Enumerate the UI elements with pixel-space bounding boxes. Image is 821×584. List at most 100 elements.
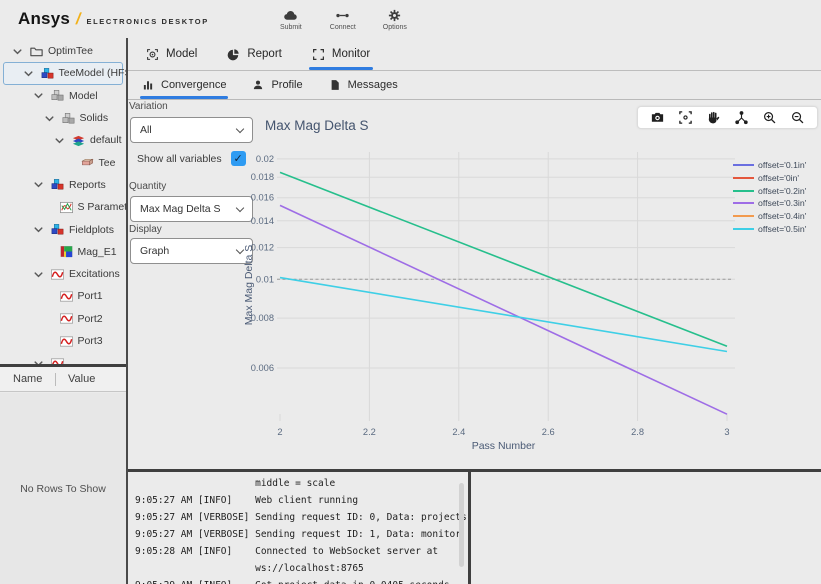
legend-item-offset-0-1in[interactable]: offset='0.1in' xyxy=(733,159,806,172)
tree-item-port1[interactable]: Port1 xyxy=(3,285,123,307)
tab-label: Report xyxy=(247,48,282,60)
tree-item-default[interactable]: default xyxy=(3,129,123,151)
geometry-icon xyxy=(50,88,65,103)
legend-item-offset-0in[interactable]: offset='0in' xyxy=(733,172,806,185)
show-all-variables-row: Show all variables ✓ xyxy=(137,151,246,166)
series-offset-0-3in[interactable] xyxy=(279,204,728,415)
log-panel-divider[interactable] xyxy=(128,469,821,472)
quantity-select[interactable]: Max Mag Delta S xyxy=(130,196,253,222)
tab-report[interactable]: Report xyxy=(227,38,282,70)
tree-item-s-parameters[interactable]: S Parameters xyxy=(3,196,126,218)
y-tick-label: 0.008 xyxy=(251,313,274,323)
legend-label: offset='0.5in' xyxy=(758,223,807,234)
series-offset-0-5in[interactable] xyxy=(279,276,728,353)
tree-item-label: Port2 xyxy=(77,312,103,325)
display-label: Display xyxy=(129,224,162,235)
model-tab-icon xyxy=(146,48,159,61)
tree-item-model[interactable]: Model xyxy=(3,85,123,107)
legend-item-offset-0-4in[interactable]: offset='0.4in' xyxy=(733,210,806,223)
tree-item-teemodel-hfss[interactable]: TeeModel (HFSS) xyxy=(3,62,126,85)
column-header-name[interactable]: Name xyxy=(13,373,43,385)
legend-item-offset-0-3in[interactable]: offset='0.3in' xyxy=(733,197,806,210)
variation-select[interactable]: All xyxy=(130,117,253,143)
monitor-tab-icon xyxy=(312,48,325,61)
log-scrollbar-thumb[interactable] xyxy=(459,483,464,567)
legend-label: offset='0in' xyxy=(758,172,800,183)
chevron-down-icon[interactable] xyxy=(52,133,67,148)
show-all-variables-checkbox[interactable]: ✓ xyxy=(230,151,246,166)
messages-icon xyxy=(329,79,341,91)
report-tab-icon xyxy=(227,48,240,61)
column-divider[interactable] xyxy=(55,372,56,386)
chevron-down-icon[interactable] xyxy=(31,222,46,237)
box-select-button[interactable] xyxy=(678,110,693,125)
brand-name: Ansys xyxy=(18,9,71,28)
excitation-icon xyxy=(59,289,74,304)
chevron-down-icon[interactable] xyxy=(31,177,46,192)
fit-axes-button[interactable] xyxy=(734,110,749,125)
y-tick-label: 0.02 xyxy=(256,154,274,164)
tab-label: Model xyxy=(166,48,198,60)
legend-item-offset-0-2in[interactable]: offset='0.2in' xyxy=(733,184,806,197)
tree-item-label: Reports xyxy=(69,178,106,191)
chevron-down-icon[interactable] xyxy=(31,356,46,364)
legend-label: offset='0.4in' xyxy=(758,210,807,221)
excitation-icon xyxy=(59,311,74,326)
tab-model[interactable]: Model xyxy=(146,38,197,70)
chevron-down-icon[interactable] xyxy=(10,44,25,59)
x-tick-label: 3 xyxy=(724,427,729,437)
tree-item-port2[interactable]: Port2 xyxy=(3,308,123,330)
excitation-icon xyxy=(50,267,65,282)
fieldplot-icon xyxy=(59,244,74,259)
subtab-label: Profile xyxy=(271,79,303,91)
log-timestamp: 9:05:27 AM [INFO] xyxy=(135,494,233,506)
column-header-value[interactable]: Value xyxy=(68,373,96,385)
sidebar-divider[interactable] xyxy=(0,364,126,367)
display-select[interactable]: Graph xyxy=(130,238,253,264)
chevron-down-icon[interactable] xyxy=(21,66,36,81)
log-output[interactable]: middle = scale 9:05:27 AM [INFO] Web clien… xyxy=(128,472,468,584)
pan-button[interactable] xyxy=(706,110,721,125)
chart-canvas[interactable]: 0.02 0.018 0.016 0.014 0.012 0.01 0.008 0.006 2 2… xyxy=(240,105,821,465)
options-button[interactable]: Options xyxy=(375,8,415,31)
log-message: Web client running xyxy=(255,494,359,506)
tree-item-optimtee[interactable]: OptimTee xyxy=(3,40,123,62)
log-message: Sending request ID: 1, Data: monitor xyxy=(255,528,461,540)
monitor-subtab-bar: Convergence Profile Messages xyxy=(128,71,821,100)
tree-item-fieldplots[interactable]: Fieldplots xyxy=(3,218,123,240)
y-tick-label: 0.012 xyxy=(251,243,274,253)
ansys-logo: Ansys / ELECTRONICS DESKTOP xyxy=(18,9,209,29)
tree-item-mag-e1[interactable]: Mag_E1 xyxy=(3,241,123,263)
chevron-down-icon[interactable] xyxy=(42,111,57,126)
convergence-chart[interactable]: 0.02 0.018 0.016 0.014 0.012 0.01 0.008 0.006 2 2… xyxy=(240,105,821,465)
connect-button[interactable]: Connect xyxy=(323,8,363,31)
log-line: ws://localhost:8765 xyxy=(135,560,468,577)
show-all-variables-label: Show all variables xyxy=(137,152,222,165)
project-tree[interactable]: OptimTee TeeModel (HFSS) Model Solids defaul… xyxy=(0,38,126,364)
chevron-down-icon[interactable] xyxy=(31,88,46,103)
sidebar-main-divider[interactable] xyxy=(126,38,128,584)
x-tick-label: 2.8 xyxy=(631,427,644,437)
legend-label: offset='0.2in' xyxy=(758,185,807,196)
legend-item-offset-0-5in[interactable]: offset='0.5in' xyxy=(733,222,806,235)
tab-monitor[interactable]: Monitor xyxy=(308,38,374,70)
tree-item-port3[interactable]: Port3 xyxy=(3,330,123,352)
zoom-in-button[interactable] xyxy=(762,110,777,125)
subtab-convergence[interactable]: Convergence xyxy=(139,71,229,99)
subtab-messages[interactable]: Messages xyxy=(329,71,398,99)
series-offset-0-2in[interactable] xyxy=(279,171,728,348)
subtab-profile[interactable]: Profile xyxy=(252,71,303,99)
log-panel-right-divider[interactable] xyxy=(468,471,471,584)
tree-item-excitations[interactable]: Excitations xyxy=(3,263,123,285)
submit-button[interactable]: Submit xyxy=(271,8,311,31)
tree-item-reports[interactable]: Reports xyxy=(3,174,123,196)
chevron-down-icon[interactable] xyxy=(31,267,46,282)
tree-item-solids[interactable]: Solids xyxy=(3,107,123,129)
chart-legend: offset='0.1in' offset='0in' offset='0.2in'… xyxy=(733,159,806,235)
camera-button[interactable] xyxy=(650,110,665,125)
main-tab-bar: Model Report Monitor xyxy=(128,38,821,71)
zoom-out-button[interactable] xyxy=(790,110,805,125)
tree-item-tee[interactable]: Tee xyxy=(3,151,123,173)
legend-line-sample xyxy=(733,189,754,192)
tree-item-partial[interactable] xyxy=(3,352,123,364)
